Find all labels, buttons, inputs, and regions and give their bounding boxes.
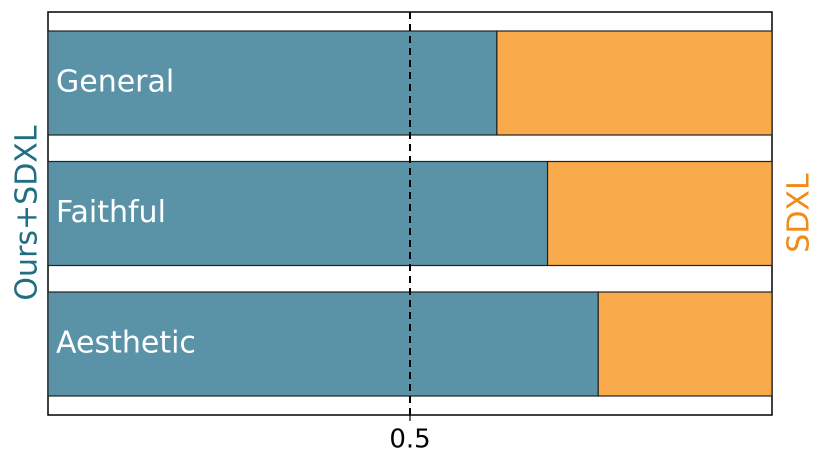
bar-segment [546, 160, 773, 267]
y-axis-label: Ours+SDXL [10, 125, 45, 300]
bar-segment [47, 30, 498, 136]
bar-segment [47, 160, 549, 267]
category-label: General [56, 65, 174, 100]
category-label: Aesthetic [56, 326, 196, 361]
bar-segment [496, 30, 773, 136]
x-tick-label: 0.5 [389, 425, 430, 455]
y2-axis-label: SDXL [782, 173, 817, 253]
bar-segment [597, 291, 773, 397]
bar-segment [47, 291, 599, 397]
category-label: Faithful [56, 195, 166, 230]
